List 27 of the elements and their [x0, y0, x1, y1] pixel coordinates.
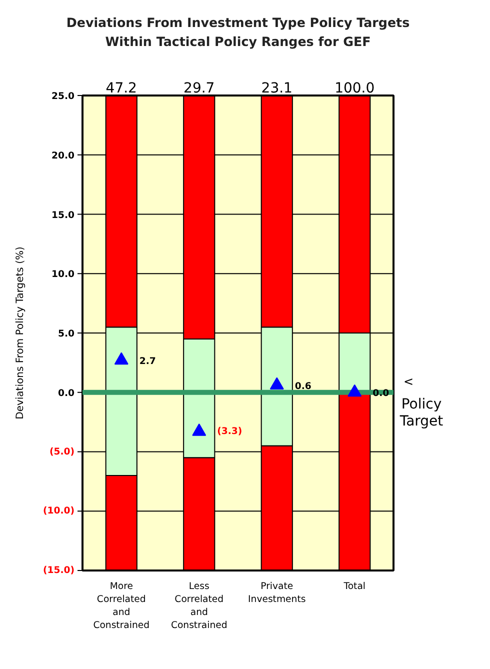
point [348, 384, 362, 397]
y-axis-title: Deviations From Policy Targets (%) [15, 246, 26, 420]
point [192, 424, 206, 436]
y-tick-label: 20.0 [51, 150, 76, 162]
annotation: 47.2 [106, 80, 137, 96]
point [270, 377, 284, 390]
y-tick-label: (10.0) [42, 506, 75, 517]
annotation: 100.0 [334, 80, 375, 96]
y-tick-label: 5.0 [58, 328, 76, 340]
x-tick-label: Less Correlated and Constrained [170, 581, 228, 631]
annotation: 29.7 [184, 80, 215, 96]
data-label: 0.6 [294, 380, 312, 392]
ref-line-label: < Policy Target [398, 374, 444, 430]
annotation: 23.1 [261, 80, 292, 96]
y-tick-label: (15.0) [42, 565, 75, 576]
y-tick-label: 10.0 [51, 269, 76, 280]
chart-title: Deviations From Investment Type Policy Targets Within Tactical Policy Ranges for GEF [66, 15, 410, 49]
y-tick-label: 25.0 [51, 91, 76, 102]
data-label: 2.7 [139, 356, 156, 367]
y-tick-label: 15.0 [51, 210, 76, 221]
y-tick-label: 0.0 [58, 388, 76, 399]
x-tick-label: Total [342, 581, 366, 592]
x-tick-label: More Correlated and Constrained [93, 581, 150, 631]
y-tick-label: (5.0) [49, 446, 75, 458]
data-label: (3.3) [217, 426, 242, 438]
point [114, 352, 128, 365]
x-tick-label: Private Investments [248, 581, 306, 605]
